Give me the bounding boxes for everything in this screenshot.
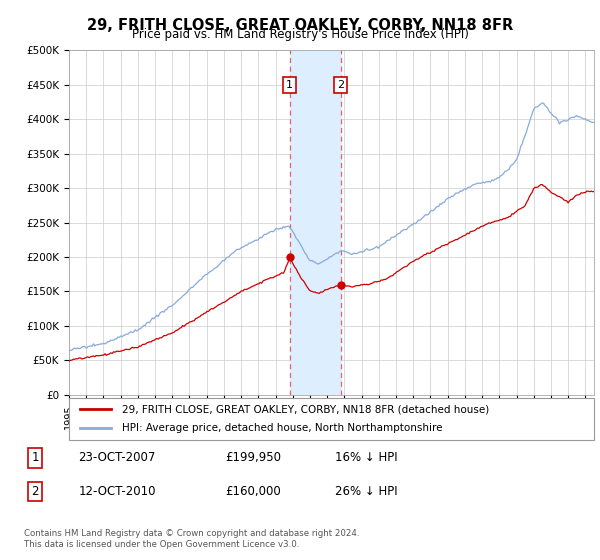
Text: 16% ↓ HPI: 16% ↓ HPI xyxy=(335,451,397,464)
Text: 29, FRITH CLOSE, GREAT OAKLEY, CORBY, NN18 8FR: 29, FRITH CLOSE, GREAT OAKLEY, CORBY, NN… xyxy=(87,18,513,33)
Text: Contains HM Land Registry data © Crown copyright and database right 2024.
This d: Contains HM Land Registry data © Crown c… xyxy=(24,529,359,549)
Bar xyxy=(290,50,341,395)
Text: 1: 1 xyxy=(31,451,39,464)
Text: 29, FRITH CLOSE, GREAT OAKLEY, CORBY, NN18 8FR (detached house): 29, FRITH CLOSE, GREAT OAKLEY, CORBY, NN… xyxy=(121,404,489,414)
Text: HPI: Average price, detached house, North Northamptonshire: HPI: Average price, detached house, Nort… xyxy=(121,423,442,433)
Text: 12-OCT-2010: 12-OCT-2010 xyxy=(78,485,156,498)
FancyBboxPatch shape xyxy=(69,398,594,440)
Text: 2: 2 xyxy=(31,485,39,498)
Text: 23-OCT-2007: 23-OCT-2007 xyxy=(78,451,155,464)
Text: £199,950: £199,950 xyxy=(225,451,281,464)
Text: 1: 1 xyxy=(286,80,293,90)
Text: Price paid vs. HM Land Registry's House Price Index (HPI): Price paid vs. HM Land Registry's House … xyxy=(131,28,469,41)
Text: 2: 2 xyxy=(337,80,344,90)
Text: 26% ↓ HPI: 26% ↓ HPI xyxy=(335,485,397,498)
Text: £160,000: £160,000 xyxy=(225,485,281,498)
